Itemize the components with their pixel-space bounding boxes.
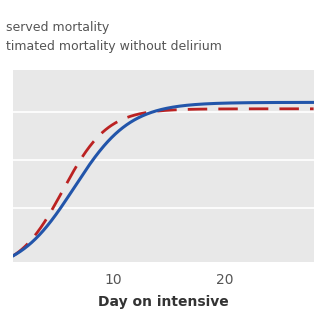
- Text: served mortality: served mortality: [6, 20, 110, 34]
- X-axis label: Day on intensive: Day on intensive: [98, 295, 228, 309]
- Text: timated mortality without delirium: timated mortality without delirium: [6, 40, 222, 53]
